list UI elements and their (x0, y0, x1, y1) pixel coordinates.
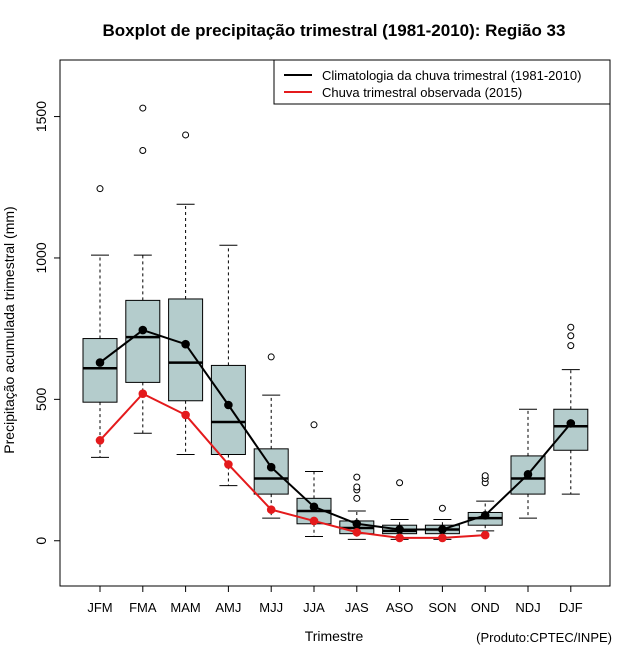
box-ndj (510, 408, 546, 519)
y-tick-label: 1000 (33, 242, 49, 273)
x-tick-label-jas: JAS (345, 600, 369, 615)
outlier-point (182, 131, 190, 139)
outlier-point (396, 479, 404, 487)
series-point (352, 519, 362, 529)
box-mjj (253, 353, 289, 519)
x-tick-label-fma: FMA (129, 600, 157, 615)
outlier-point (567, 342, 575, 350)
x-tick-label-jja: JJA (303, 600, 325, 615)
y-tick-label: 1500 (33, 101, 49, 132)
y-tick-label: 500 (33, 387, 49, 411)
series-point (395, 533, 404, 543)
series-point (352, 527, 362, 537)
box-body (125, 299, 161, 383)
x-tick-label-ond: OND (471, 600, 500, 615)
series-point (438, 533, 447, 543)
series-line (99, 328, 572, 531)
series-climatology (95, 325, 576, 534)
box-body (82, 338, 118, 403)
outlier-point (96, 185, 104, 193)
series-point (138, 389, 148, 398)
outlier-point (267, 353, 275, 361)
legend-box (273, 59, 611, 105)
series-point (224, 400, 233, 410)
box-djf (553, 323, 589, 495)
y-axis-label: Precipitação acumulada trimestral (mm) (1, 206, 17, 453)
legend: Climatologia da chuva trimestral (1981-2… (273, 59, 611, 105)
series-point (95, 436, 105, 445)
box-ond (467, 472, 503, 532)
box-jfm (82, 185, 118, 458)
x-tick-label-mjj: MJJ (259, 600, 283, 615)
series-point (309, 502, 319, 512)
lines-layer (95, 325, 576, 543)
series-point (309, 516, 319, 526)
x-tick-label-mam: MAM (170, 600, 200, 615)
x-axis: JFM FMA MAM AMJ MJJ JJA JAS ASO SON OND NDJ DJF (87, 586, 583, 615)
x-tick-label-jfm: JFM (87, 600, 112, 615)
x-tick-label-son: SON (428, 600, 456, 615)
series-point (266, 505, 276, 514)
box-fma (125, 104, 161, 434)
series-point (480, 530, 490, 540)
series-point (395, 525, 404, 534)
outlier-point (353, 473, 361, 481)
series-point (181, 410, 190, 420)
outlier-point (139, 104, 147, 112)
legend-label-observed: Chuva trimestral observada (2015) (322, 85, 522, 100)
x-tick-label-djf: DJF (559, 600, 583, 615)
box-mam (168, 131, 204, 455)
outlier-point (353, 494, 361, 502)
outlier-point (567, 323, 575, 331)
outlier-point (567, 332, 575, 340)
chart-title: Boxplot de precipitação trimestral (1981… (103, 21, 566, 40)
box-body (168, 298, 204, 402)
series-point (480, 511, 490, 520)
series-point (438, 525, 447, 534)
box-body (553, 408, 589, 451)
outlier-point (139, 146, 147, 154)
outlier-point (438, 504, 446, 512)
outlier-point (310, 421, 318, 429)
outlier-point (481, 472, 489, 480)
series-line (99, 392, 486, 539)
series-point (266, 462, 276, 472)
source-credit: (Produto:CPTEC/INPE) (476, 630, 612, 645)
x-tick-label-ndj: NDJ (515, 600, 540, 615)
box-body (210, 364, 246, 455)
x-axis-label: Trimestre (305, 628, 364, 644)
boxes-layer (82, 104, 589, 540)
series-point (224, 460, 233, 469)
legend-label-climatology: Climatologia da chuva trimestral (1981-2… (322, 68, 581, 83)
series-observed-2015 (95, 389, 490, 543)
y-axis: 0 500 1000 1500 (33, 101, 60, 545)
y-tick-label: 0 (33, 537, 49, 545)
x-tick-label-aso: ASO (386, 600, 413, 615)
series-point (523, 469, 533, 479)
series-point (181, 339, 190, 349)
x-tick-label-amj: AMJ (215, 600, 241, 615)
series-point (95, 358, 105, 367)
series-point (566, 419, 576, 428)
outlier-point (353, 483, 361, 491)
series-point (138, 325, 148, 335)
